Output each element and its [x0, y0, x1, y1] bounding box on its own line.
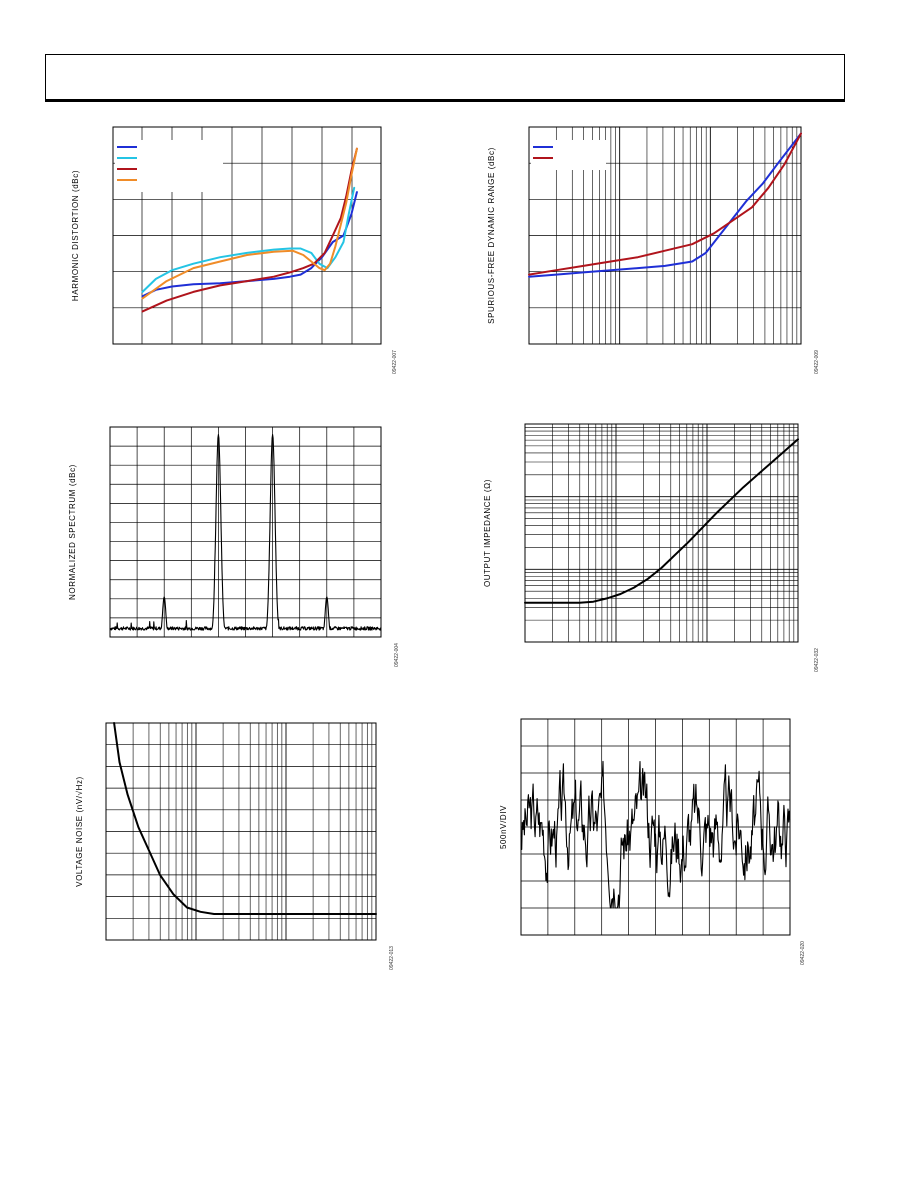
output-impedance-frame — [524, 423, 799, 643]
voltage-noise-plot: VOLTAGE NOISE (nV/√Hz) 09422-013 — [75, 722, 395, 970]
voltage-noise-time-figure-id: 09422-020 — [800, 941, 806, 965]
series-line — [528, 132, 802, 276]
harmonic-distortion-frame — [112, 126, 382, 345]
series-line — [520, 760, 791, 909]
series-line — [113, 722, 377, 915]
voltage-noise-time-plot: 500nV/DIV 09422-020 — [499, 718, 806, 965]
sfdr-plot: SPURIOUS-FREE DYNAMIC RANGE (dBc) 09422-0… — [487, 126, 820, 374]
normalized-spectrum-grid — [110, 427, 381, 637]
harmonic-distortion-plot: HARMONIC DISTORTION (dBc) 09422-007 — [71, 126, 398, 374]
series-line — [141, 191, 358, 298]
output-impedance-plot: OUTPUT IMPEDANCE (Ω) 09422-032 — [483, 423, 820, 672]
legend-box — [115, 140, 223, 192]
output-impedance-grid — [524, 424, 798, 643]
sfdr-ylabel: SPURIOUS-FREE DYNAMIC RANGE (dBc) — [487, 147, 496, 324]
voltage-noise-time-frame — [520, 718, 791, 936]
series-line — [524, 438, 799, 604]
voltage-noise-frame — [105, 722, 377, 941]
sfdr-frame — [528, 126, 802, 345]
voltage-noise-time-ylabel: 500nV/DIV — [499, 805, 508, 849]
series-line — [141, 186, 356, 293]
harmonic-distortion-legend — [115, 140, 223, 192]
normalized-spectrum-plot: NORMALIZED SPECTRUM (dBc) 09422-004 — [68, 426, 400, 667]
voltage-noise-time-grid — [521, 719, 790, 935]
harmonic-distortion-ylabel: HARMONIC DISTORTION (dBc) — [71, 170, 80, 301]
normalized-spectrum-figure-id: 09422-004 — [394, 643, 400, 667]
series-line — [141, 147, 358, 313]
page-header-rule — [45, 54, 845, 102]
normalized-spectrum-ylabel: NORMALIZED SPECTRUM (dBc) — [68, 464, 77, 600]
legend-box — [531, 140, 606, 170]
sfdr-figure-id: 09422-009 — [814, 350, 820, 374]
voltage-noise-ylabel: VOLTAGE NOISE (nV/√Hz) — [75, 776, 84, 887]
series-line — [141, 147, 358, 300]
series-line — [528, 132, 802, 278]
output-impedance-ylabel: OUTPUT IMPEDANCE (Ω) — [483, 479, 492, 587]
series-line — [109, 434, 382, 631]
output-impedance-figure-id: 09422-032 — [814, 648, 820, 672]
normalized-spectrum-frame — [109, 426, 382, 638]
harmonic-distortion-figure-id: 09422-007 — [392, 350, 398, 374]
sfdr-legend — [531, 140, 606, 170]
harmonic-distortion-grid — [113, 127, 381, 344]
voltage-noise-figure-id: 09422-013 — [389, 946, 395, 970]
